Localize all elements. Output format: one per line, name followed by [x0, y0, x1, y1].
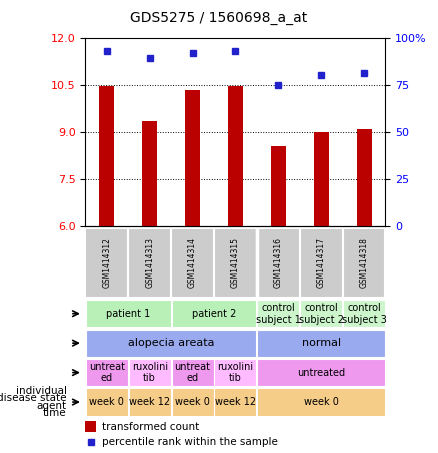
- Bar: [215, 389, 256, 415]
- Text: agent: agent: [36, 401, 67, 411]
- Bar: [99, 86, 114, 226]
- Text: percentile rank within the sample: percentile rank within the sample: [102, 437, 278, 447]
- Text: untreated: untreated: [297, 367, 345, 378]
- Text: normal: normal: [302, 338, 341, 348]
- Bar: [357, 130, 371, 226]
- Text: untreat
ed: untreat ed: [175, 362, 211, 383]
- Text: week 0: week 0: [89, 397, 124, 407]
- Text: GSM1414313: GSM1414313: [145, 237, 154, 289]
- Text: GSM1414316: GSM1414316: [274, 237, 283, 289]
- Text: untreat
ed: untreat ed: [89, 362, 125, 383]
- Bar: [257, 359, 385, 386]
- Text: patient 1: patient 1: [106, 308, 150, 319]
- Text: time: time: [43, 408, 67, 418]
- Bar: [86, 300, 171, 327]
- Bar: [343, 228, 385, 298]
- Text: individual: individual: [16, 386, 67, 396]
- Bar: [171, 228, 214, 298]
- Bar: [185, 90, 200, 226]
- Bar: [128, 228, 171, 298]
- Text: GSM1414314: GSM1414314: [188, 237, 197, 289]
- Text: control
subject 1: control subject 1: [256, 303, 301, 324]
- Bar: [228, 86, 243, 226]
- Text: GDS5275 / 1560698_a_at: GDS5275 / 1560698_a_at: [131, 11, 307, 25]
- Text: GSM1414317: GSM1414317: [317, 237, 325, 289]
- Bar: [257, 389, 385, 415]
- Text: week 0: week 0: [175, 397, 210, 407]
- Text: control
subject 3: control subject 3: [342, 303, 386, 324]
- Bar: [172, 389, 214, 415]
- Text: control
subject 2: control subject 2: [299, 303, 344, 324]
- Bar: [129, 389, 171, 415]
- Text: patient 2: patient 2: [192, 308, 236, 319]
- Bar: [214, 228, 257, 298]
- Bar: [300, 300, 342, 327]
- Bar: [86, 389, 128, 415]
- Bar: [129, 359, 171, 386]
- Text: alopecia areata: alopecia areata: [128, 338, 214, 348]
- Bar: [343, 300, 385, 327]
- Text: ruxolini
tib: ruxolini tib: [217, 362, 254, 383]
- Text: GSM1414312: GSM1414312: [102, 237, 111, 289]
- Bar: [257, 300, 299, 327]
- Bar: [172, 359, 214, 386]
- Bar: [86, 330, 256, 357]
- Bar: [172, 300, 256, 327]
- Text: disease state: disease state: [0, 393, 67, 403]
- Text: GSM1414318: GSM1414318: [360, 237, 368, 289]
- Bar: [85, 421, 96, 432]
- Text: week 12: week 12: [215, 397, 256, 407]
- Text: transformed count: transformed count: [102, 422, 199, 432]
- Bar: [85, 228, 128, 298]
- Text: week 12: week 12: [129, 397, 170, 407]
- Bar: [300, 228, 343, 298]
- Bar: [314, 132, 328, 226]
- Bar: [257, 330, 385, 357]
- Bar: [271, 146, 286, 226]
- Text: GSM1414315: GSM1414315: [231, 237, 240, 289]
- Bar: [215, 359, 256, 386]
- Bar: [257, 228, 300, 298]
- Bar: [86, 359, 128, 386]
- Text: week 0: week 0: [304, 397, 339, 407]
- Bar: [142, 120, 157, 226]
- Text: ruxolini
tib: ruxolini tib: [132, 362, 168, 383]
